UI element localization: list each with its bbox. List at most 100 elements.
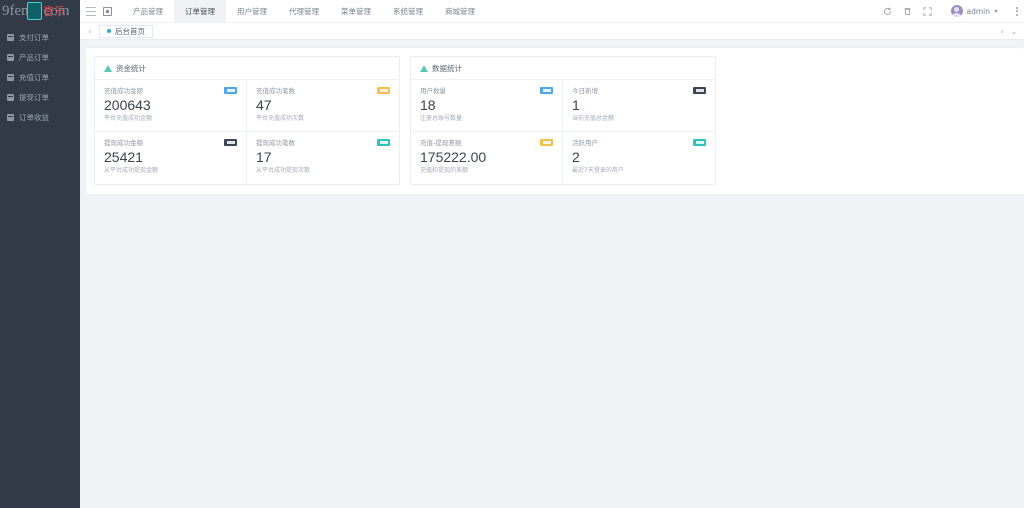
stat-cell-withdraw-amount[interactable]: 提现成功金额 25421 从平台成功提现金额 bbox=[95, 132, 247, 184]
sidebar-item-payment-orders[interactable]: 支付订单 bbox=[0, 27, 80, 47]
card-header: 数据统计 bbox=[411, 57, 715, 80]
card-grid: 用户数量 18 注册总账号数量 今日新增 1 当前充值总金额 充值- bbox=[411, 80, 715, 184]
logo-text: 9fen com bbox=[2, 3, 70, 19]
list-icon bbox=[7, 113, 14, 121]
sidebar-item-label: 订单收益 bbox=[19, 112, 49, 122]
card-grid: 充值成功金额 200643 平台充值成功金额 充值成功笔数 47 平台充值成功次… bbox=[95, 80, 399, 184]
stat-subtitle: 从平台成功提现次数 bbox=[256, 167, 311, 174]
stat-subtitle: 从平台成功提现金额 bbox=[104, 167, 159, 174]
chart-badge bbox=[224, 139, 237, 146]
stat-cell-withdraw-count[interactable]: 提现成功笔数 17 从平台成功提现次数 bbox=[247, 132, 399, 184]
list-icon bbox=[7, 73, 14, 81]
stat-subtitle: 平台充值成功金额 bbox=[104, 115, 153, 122]
stat-value: 1 bbox=[572, 97, 580, 113]
sidebar-item-withdraw-orders[interactable]: 提现订单 bbox=[0, 87, 80, 107]
stat-title: 活跃用户 bbox=[572, 139, 598, 147]
stat-value: 2 bbox=[572, 149, 580, 165]
tabstrip-forward-icon[interactable]: › bbox=[1000, 26, 1004, 36]
stat-value: 18 bbox=[420, 97, 436, 113]
chart-badge bbox=[540, 139, 553, 146]
stat-value: 25421 bbox=[104, 149, 143, 165]
logo[interactable]: 9fen com 音乐 bbox=[0, 0, 80, 23]
stat-cell-balance-difference[interactable]: 充值-提现差额 175222.00 充值和提现的差额 bbox=[411, 132, 563, 184]
tab-product-management[interactable]: 产品管理 bbox=[133, 6, 163, 16]
card-title: 数据统计 bbox=[432, 64, 462, 73]
home-icon[interactable] bbox=[103, 6, 112, 16]
refresh-icon[interactable] bbox=[883, 7, 892, 16]
stat-subtitle: 当前充值总金额 bbox=[572, 115, 615, 122]
sidebar-item-recharge-orders[interactable]: 充值订单 bbox=[0, 67, 80, 87]
stat-cell-today-new[interactable]: 今日新增 1 当前充值总金额 bbox=[563, 80, 715, 132]
sidebar-item-label: 充值订单 bbox=[19, 72, 49, 82]
sidebar-menu: 支付订单 产品订单 充值订单 提现订单 订单收益 bbox=[0, 27, 80, 127]
active-dot-icon bbox=[107, 29, 111, 33]
chart-badge bbox=[377, 87, 390, 94]
page-tab-dashboard[interactable]: 后台首页 bbox=[99, 24, 153, 38]
stat-title: 今日新增 bbox=[572, 87, 598, 95]
topbar-icon-group: admin bbox=[883, 5, 1018, 17]
trash-icon[interactable] bbox=[903, 7, 912, 16]
sidebar-item-label: 产品订单 bbox=[19, 52, 49, 62]
avatar bbox=[950, 5, 963, 17]
chart-badge bbox=[377, 139, 390, 146]
chart-badge bbox=[540, 87, 553, 94]
tabstrip-back-icon[interactable]: ‹ bbox=[88, 26, 92, 36]
chart-badge bbox=[693, 87, 706, 94]
content-area: 资金统计 充值成功金额 200643 平台充值成功金额 充值成功笔数 47 平台 bbox=[80, 40, 1024, 508]
card-header: 资金统计 bbox=[95, 57, 399, 80]
card-data-statistics: 数据统计 用户数量 18 注册总账号数量 今日新增 1 当前充值总金额 bbox=[410, 56, 716, 185]
top-nav-tabs: 产品管理 订单管理 用户管理 代理管理 菜单管理 系统管理 商城管理 bbox=[122, 0, 486, 23]
stat-title: 提现成功金额 bbox=[104, 139, 143, 147]
main-area: 产品管理 订单管理 用户管理 代理管理 菜单管理 系统管理 商城管理 bbox=[80, 0, 1024, 508]
stat-value: 200643 bbox=[104, 97, 151, 113]
user-menu[interactable]: admin bbox=[950, 5, 998, 17]
sidebar-item-label: 提现订单 bbox=[19, 92, 49, 102]
stat-title: 用户数量 bbox=[420, 87, 446, 95]
logo-cn-text: 音乐 bbox=[43, 5, 65, 18]
user-name-label: admin bbox=[966, 6, 991, 16]
fullscreen-icon[interactable] bbox=[922, 6, 932, 16]
stat-title: 充值成功笔数 bbox=[256, 87, 295, 95]
stats-panel: 资金统计 充值成功金额 200643 平台充值成功金额 充值成功笔数 47 平台 bbox=[86, 48, 1024, 194]
tab-mall-management[interactable]: 商城管理 bbox=[445, 6, 475, 16]
card-funds-statistics: 资金统计 充值成功金额 200643 平台充值成功金额 充值成功笔数 47 平台 bbox=[94, 56, 400, 185]
chart-badge bbox=[693, 139, 706, 146]
tab-user-management[interactable]: 用户管理 bbox=[237, 6, 267, 16]
more-options-icon[interactable] bbox=[1016, 6, 1018, 16]
stat-value: 175222.00 bbox=[420, 149, 487, 165]
chevron-down-icon bbox=[994, 9, 998, 13]
warning-triangle-icon bbox=[104, 65, 112, 72]
stat-subtitle: 注册总账号数量 bbox=[420, 115, 463, 122]
sidebar-item-product-orders[interactable]: 产品订单 bbox=[0, 47, 80, 67]
warning-triangle-icon bbox=[420, 65, 428, 72]
stat-cell-active-users[interactable]: 活跃用户 2 最近7天登录的用户 bbox=[563, 132, 715, 184]
stat-cell-recharge-amount[interactable]: 充值成功金额 200643 平台充值成功金额 bbox=[95, 80, 247, 132]
sidebar: 9fen com 音乐 支付订单 产品订单 充值订单 提现订单 bbox=[0, 0, 80, 508]
stat-title: 充值-提现差额 bbox=[420, 139, 462, 147]
stat-title: 提现成功笔数 bbox=[256, 139, 295, 147]
stat-value: 17 bbox=[256, 149, 272, 165]
logo-badge-icon bbox=[27, 2, 42, 20]
stat-cell-recharge-count[interactable]: 充值成功笔数 47 平台充值成功次数 bbox=[247, 80, 399, 132]
stat-subtitle: 最近7天登录的用户 bbox=[572, 167, 624, 174]
stat-subtitle: 充值和提现的差额 bbox=[420, 167, 469, 174]
stat-title: 充值成功金额 bbox=[104, 87, 143, 95]
page-tab-label: 后台首页 bbox=[115, 26, 145, 36]
stat-cell-user-count[interactable]: 用户数量 18 注册总账号数量 bbox=[411, 80, 563, 132]
tab-menu-management[interactable]: 菜单管理 bbox=[341, 6, 371, 16]
tab-agent-management[interactable]: 代理管理 bbox=[289, 6, 319, 16]
tab-order-management[interactable]: 订单管理 bbox=[174, 0, 226, 23]
chart-badge bbox=[224, 87, 237, 94]
list-icon bbox=[7, 33, 14, 41]
sidebar-item-order-income[interactable]: 订单收益 bbox=[0, 107, 80, 127]
topbar: 产品管理 订单管理 用户管理 代理管理 菜单管理 系统管理 商城管理 bbox=[80, 0, 1024, 23]
menu-collapse-icon[interactable] bbox=[86, 6, 96, 16]
list-icon bbox=[7, 53, 14, 61]
tabstrip-dropdown-icon[interactable]: ⌄ bbox=[1010, 26, 1018, 36]
stat-value: 47 bbox=[256, 97, 272, 113]
list-icon bbox=[7, 93, 14, 101]
card-title: 资金统计 bbox=[116, 64, 146, 73]
stat-subtitle: 平台充值成功次数 bbox=[256, 115, 305, 122]
tab-system-management[interactable]: 系统管理 bbox=[393, 6, 423, 16]
